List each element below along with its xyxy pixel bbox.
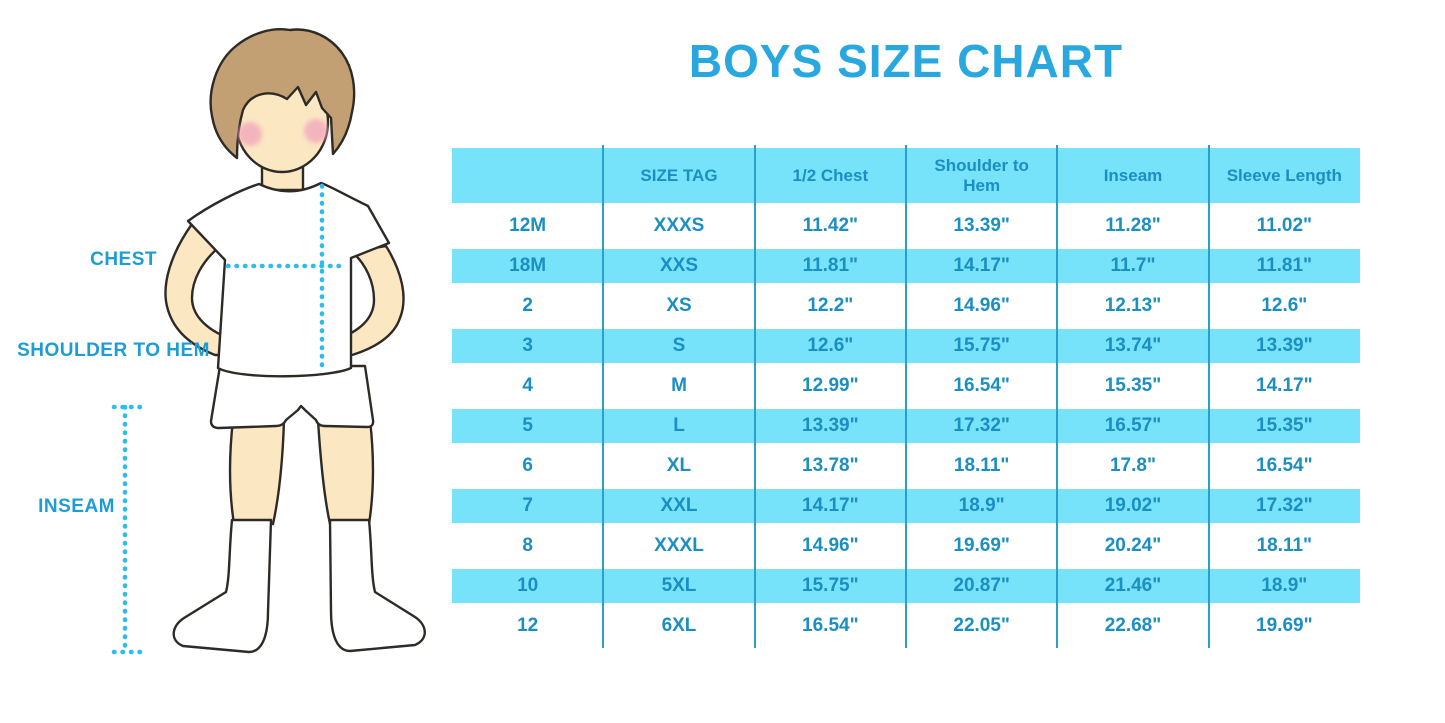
column-header: 1/2 Chest bbox=[792, 165, 869, 185]
row-value: 22.05" bbox=[953, 615, 1010, 636]
boy-left-blush bbox=[238, 122, 262, 146]
row-value: 16.54" bbox=[1256, 455, 1313, 476]
row-value: 12.13" bbox=[1104, 295, 1162, 316]
row-value: XXL bbox=[660, 495, 698, 516]
row-value: 19.02" bbox=[1104, 495, 1162, 516]
column-header: Inseam bbox=[1103, 165, 1163, 185]
boy-right-blush bbox=[304, 119, 328, 143]
row-value: 6XL bbox=[661, 615, 697, 636]
row-value: 13.39" bbox=[802, 415, 859, 436]
row-value: 17.8" bbox=[1109, 455, 1156, 476]
row-value: 13.39" bbox=[1256, 335, 1313, 356]
row-size-label: 3 bbox=[522, 335, 533, 356]
row-size-label: 5 bbox=[522, 415, 533, 436]
size-table: SIZE TAG 1/2 Chest Shoulder to Hem Inseam Sl… bbox=[452, 145, 1360, 648]
row-value: XL bbox=[666, 455, 692, 476]
row-value: 21.46" bbox=[1104, 575, 1162, 596]
column-divider bbox=[905, 145, 907, 648]
row-value: 14.17" bbox=[802, 495, 859, 516]
boy-right-leg bbox=[316, 418, 375, 526]
column-divider bbox=[602, 145, 605, 648]
column-header: Sleeve Length bbox=[1226, 165, 1342, 185]
row-size-label: 2 bbox=[522, 295, 533, 316]
row-value: 14.17" bbox=[1256, 375, 1313, 396]
row-value: L bbox=[673, 415, 685, 436]
row-value: 20.24" bbox=[1104, 535, 1162, 556]
row-value: 13.39" bbox=[953, 215, 1010, 236]
row-value: 12.6" bbox=[1261, 295, 1308, 316]
row-size-label: 12 bbox=[517, 615, 539, 636]
row-value: XS bbox=[666, 295, 692, 316]
row-value: 12.99" bbox=[802, 375, 859, 396]
row-value: 18.11" bbox=[1256, 535, 1313, 556]
row-value: 19.69" bbox=[1256, 615, 1313, 636]
row-size-label: 12M bbox=[509, 215, 547, 236]
row-value: 20.87" bbox=[953, 575, 1010, 596]
row-size-label: 6 bbox=[522, 455, 533, 476]
column-header: SIZE TAG bbox=[640, 165, 718, 185]
row-value: 13.74" bbox=[1104, 335, 1162, 356]
chest-label: CHEST bbox=[90, 249, 157, 270]
row-value: 16.57" bbox=[1104, 415, 1162, 436]
column-divider bbox=[1056, 145, 1059, 648]
row-value: 12.6" bbox=[807, 335, 854, 356]
row-value: 18.9" bbox=[958, 495, 1005, 516]
boy-shirt bbox=[186, 181, 391, 378]
column-divider bbox=[753, 145, 756, 648]
row-value: 11.02" bbox=[1256, 215, 1313, 236]
row-value: 22.68" bbox=[1104, 615, 1162, 636]
row-value: S bbox=[672, 335, 686, 356]
row-value: 15.75" bbox=[802, 575, 859, 596]
page-title: BOYS SIZE CHART bbox=[688, 35, 1124, 87]
row-value: 15.75" bbox=[953, 335, 1010, 356]
row-value: 15.35" bbox=[1256, 415, 1313, 436]
row-size-label: 18M bbox=[509, 255, 547, 276]
row-value: 12.2" bbox=[807, 295, 854, 316]
row-value: 16.54" bbox=[953, 375, 1010, 396]
row-size-label: 10 bbox=[517, 575, 539, 596]
boy-illustration bbox=[111, 28, 426, 655]
column-divider bbox=[1207, 145, 1210, 648]
row-value: XXXS bbox=[653, 215, 705, 236]
column-header: Shoulder to Hem bbox=[934, 155, 1029, 195]
row-size-label: 4 bbox=[522, 375, 533, 396]
row-value: 15.35" bbox=[1104, 375, 1162, 396]
row-size-label: 7 bbox=[522, 495, 533, 516]
row-value: 11.81" bbox=[802, 255, 859, 276]
row-value: 11.7" bbox=[1110, 255, 1156, 276]
row-value: XXXL bbox=[654, 535, 704, 556]
row-value: 11.81" bbox=[1256, 255, 1313, 276]
boy-shorts bbox=[209, 364, 375, 430]
boy-left-leg bbox=[228, 418, 286, 526]
row-value: 11.28" bbox=[1105, 215, 1161, 236]
row-value: 14.17" bbox=[953, 255, 1010, 276]
shoulder-to-hem-label: SHOULDER TO HEM bbox=[17, 340, 210, 361]
row-value: 14.96" bbox=[802, 535, 859, 556]
row-value: 11.42" bbox=[802, 215, 859, 236]
column-header bbox=[452, 145, 603, 206]
row-value: 16.54" bbox=[802, 615, 859, 636]
boy-right-sock bbox=[328, 518, 426, 653]
row-value: 5XL bbox=[661, 575, 697, 596]
row-size-label: 8 bbox=[522, 535, 533, 556]
row-value: 18.11" bbox=[953, 455, 1010, 476]
row-value: 17.32" bbox=[1256, 495, 1313, 516]
row-value: 18.9" bbox=[1261, 575, 1308, 596]
boy-left-sock bbox=[172, 518, 273, 654]
row-value: 14.96" bbox=[953, 295, 1010, 316]
boy-hair bbox=[209, 28, 356, 160]
row-value: XXS bbox=[659, 255, 698, 276]
row-value: 17.32" bbox=[953, 415, 1010, 436]
row-value: 13.78" bbox=[802, 455, 859, 476]
row-value: 19.69" bbox=[953, 535, 1010, 556]
row-value: M bbox=[671, 375, 687, 396]
inseam-label: INSEAM bbox=[38, 496, 115, 517]
